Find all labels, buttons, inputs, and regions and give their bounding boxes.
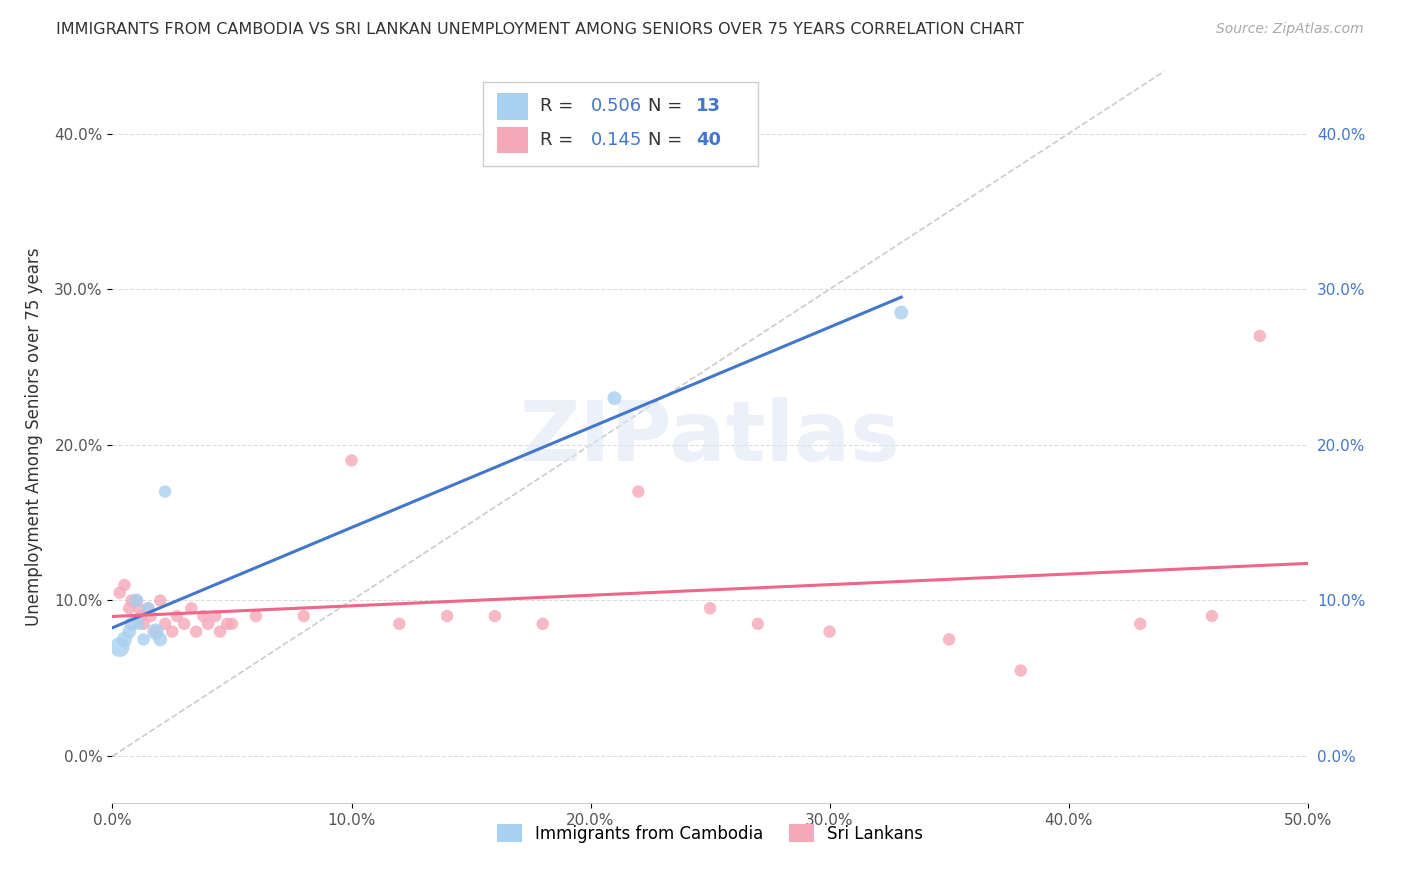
Point [132, 632, 155, 647]
Point [138, 601, 160, 615]
Point [340, 453, 363, 467]
Point [699, 601, 721, 615]
Point [388, 616, 411, 631]
Point [938, 632, 960, 647]
Text: 0.506: 0.506 [591, 97, 641, 115]
Text: IMMIGRANTS FROM CAMBODIA VS SRI LANKAN UNEMPLOYMENT AMONG SENIORS OVER 75 YEARS : IMMIGRANTS FROM CAMBODIA VS SRI LANKAN U… [56, 22, 1024, 37]
Point [209, 624, 232, 639]
Point [1249, 329, 1271, 343]
Point [121, 616, 143, 631]
Point [818, 624, 841, 639]
Point [186, 624, 208, 639]
Point [484, 609, 506, 624]
Point [204, 609, 226, 624]
Point [1010, 664, 1032, 678]
Text: R =: R = [540, 131, 574, 149]
Point [217, 616, 239, 631]
Text: 0.145: 0.145 [591, 131, 643, 149]
Point [145, 624, 167, 639]
Point [128, 616, 150, 631]
Point [747, 616, 769, 631]
Point [221, 616, 243, 631]
Point [129, 609, 152, 624]
Point [197, 616, 219, 631]
Point [180, 601, 202, 615]
Point [108, 585, 131, 599]
Legend: Immigrants from Cambodia, Sri Lankans: Immigrants from Cambodia, Sri Lankans [491, 818, 929, 849]
Text: ZIPatlas: ZIPatlas [520, 397, 900, 477]
Point [149, 593, 172, 607]
Point [153, 484, 176, 499]
Point [138, 601, 160, 615]
Point [145, 624, 167, 639]
FancyBboxPatch shape [498, 127, 529, 153]
Point [114, 632, 135, 647]
Point [121, 593, 143, 607]
Point [1129, 616, 1152, 631]
Point [132, 616, 155, 631]
Point [108, 640, 131, 655]
Point [118, 601, 141, 615]
FancyBboxPatch shape [498, 94, 529, 120]
Text: Source: ZipAtlas.com: Source: ZipAtlas.com [1216, 22, 1364, 37]
Point [118, 624, 141, 639]
FancyBboxPatch shape [484, 82, 758, 167]
Point [114, 578, 135, 592]
Point [125, 593, 148, 607]
Text: N =: N = [648, 97, 682, 115]
Text: N =: N = [648, 131, 682, 149]
Text: R =: R = [540, 97, 574, 115]
Point [1201, 609, 1223, 624]
Point [193, 609, 215, 624]
Text: 13: 13 [696, 97, 721, 115]
Point [436, 609, 458, 624]
Text: 40: 40 [696, 131, 721, 149]
Point [166, 609, 188, 624]
Point [128, 601, 150, 615]
Y-axis label: Unemployment Among Seniors over 75 years: Unemployment Among Seniors over 75 years [25, 248, 44, 626]
Point [292, 609, 315, 624]
Point [173, 616, 195, 631]
Point [890, 305, 912, 319]
Point [125, 593, 148, 607]
Point [149, 632, 172, 647]
Point [153, 616, 176, 631]
Point [245, 609, 267, 624]
Point [162, 624, 183, 639]
Point [603, 391, 626, 405]
Point [531, 616, 554, 631]
Point [139, 609, 162, 624]
Point [627, 484, 650, 499]
